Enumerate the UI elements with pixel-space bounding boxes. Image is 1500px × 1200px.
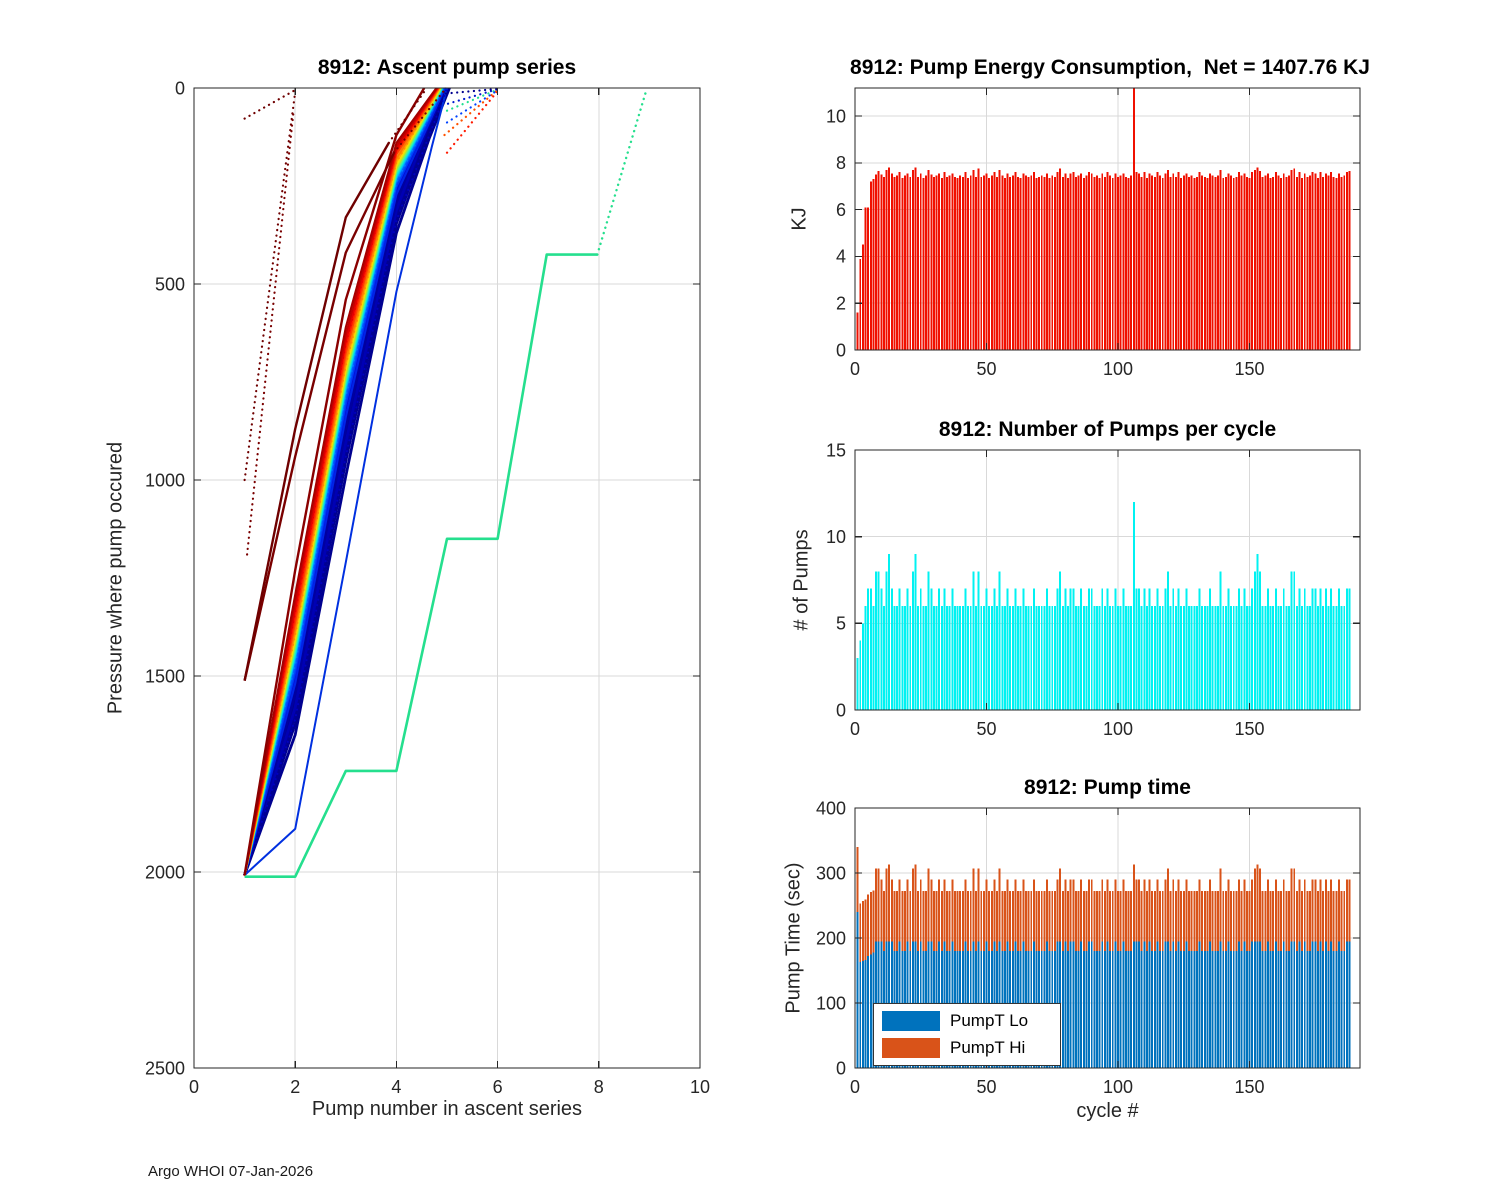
svg-text:0: 0 [175,78,185,98]
svg-text:6: 6 [836,200,846,220]
svg-text:2500: 2500 [145,1058,185,1078]
svg-text:8: 8 [836,153,846,173]
svg-text:50: 50 [976,1077,996,1097]
energy-plot: 0 50 100 150 0 2 4 6 8 10 [826,87,1361,379]
svg-text:10: 10 [826,106,846,126]
svg-text:6: 6 [493,1077,503,1097]
pumptime-xlabel: cycle # [1076,1100,1139,1122]
svg-text:100: 100 [816,993,846,1013]
svg-text:1500: 1500 [145,666,185,686]
pumps-title: 8912: Number of Pumps per cycle [938,418,1277,441]
energy-ylabel: KJ [788,207,811,231]
pumptime-ylabel: Pump Time (sec) [782,862,805,1014]
ascent-ylabel: Pressure where pump occured [104,441,127,715]
figure-footer: Argo WHOI 07-Jan-2026 [148,1163,314,1180]
svg-text:10: 10 [690,1077,710,1097]
svg-text:200: 200 [816,928,846,948]
svg-text:10: 10 [826,527,846,547]
svg-text:500: 500 [155,274,185,294]
svg-text:8: 8 [594,1077,604,1097]
legend-swatch-pumpt-hi [882,1038,940,1058]
svg-text:0: 0 [850,359,860,379]
svg-text:4: 4 [836,247,846,267]
legend-item-pumpt-hi: PumpT Hi [882,1038,1050,1058]
svg-text:100: 100 [1103,359,1133,379]
legend-item-pumpt-lo: PumpT Lo [882,1011,1050,1031]
svg-text:1000: 1000 [145,470,185,490]
ascent-xlabel: Pump number in ascent series [311,1098,583,1120]
svg-text:0: 0 [836,700,846,720]
svg-text:150: 150 [1235,719,1265,739]
legend-swatch-pumpt-lo [882,1011,940,1031]
legend-label-pumpt-hi: PumpT Hi [950,1038,1026,1057]
ascent-title: 8912: Ascent pump series [317,56,577,79]
legend-label-pumpt-lo: PumpT Lo [950,1011,1029,1030]
svg-text:0: 0 [850,719,860,739]
svg-text:50: 50 [976,719,996,739]
svg-text:2: 2 [836,294,846,314]
svg-text:400: 400 [816,798,846,818]
svg-text:4: 4 [391,1077,401,1097]
svg-text:2: 2 [290,1077,300,1097]
svg-text:0: 0 [836,1058,846,1078]
svg-text:100: 100 [1103,1077,1133,1097]
svg-text:0: 0 [850,1077,860,1097]
pumptime-title: 8912: Pump time [1024,776,1191,799]
ascent-plot: 0 2 4 6 8 10 0 500 1000 1500 2000 2500 [145,78,710,1097]
pumptime-legend: PumpT Lo PumpT Hi [873,1003,1061,1066]
svg-text:15: 15 [826,440,846,460]
svg-text:2000: 2000 [145,862,185,882]
svg-text:0: 0 [836,340,846,360]
svg-text:300: 300 [816,863,846,883]
svg-text:150: 150 [1235,1077,1265,1097]
svg-text:0: 0 [189,1077,199,1097]
energy-title: 8912: Pump Energy Consumption, Net = 140… [850,56,1370,79]
pumps-plot: 0 50 100 150 0 5 10 15 [826,440,1361,739]
pumps-ylabel: # of Pumps [790,529,813,631]
svg-text:150: 150 [1235,359,1265,379]
svg-text:100: 100 [1103,719,1133,739]
svg-text:5: 5 [836,614,846,634]
svg-text:50: 50 [976,359,996,379]
